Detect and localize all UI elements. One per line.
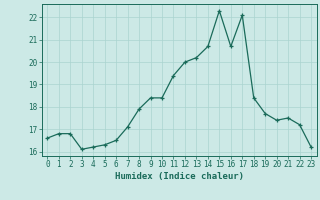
X-axis label: Humidex (Indice chaleur): Humidex (Indice chaleur) bbox=[115, 172, 244, 181]
